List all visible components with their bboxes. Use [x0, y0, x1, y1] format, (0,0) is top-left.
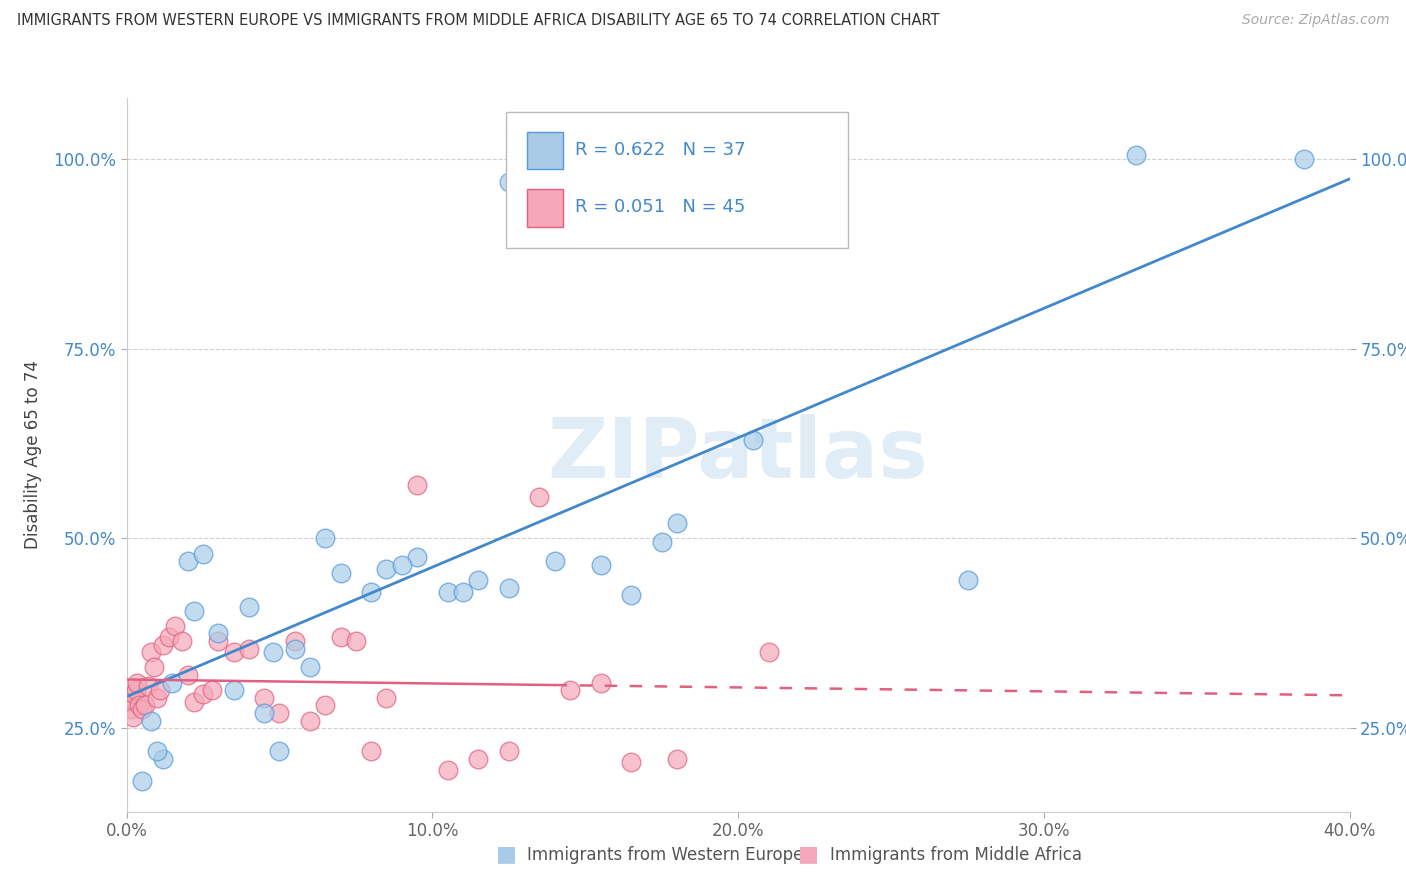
Text: ZIPatlas: ZIPatlas — [548, 415, 928, 495]
Text: IMMIGRANTS FROM WESTERN EUROPE VS IMMIGRANTS FROM MIDDLE AFRICA DISABILITY AGE 6: IMMIGRANTS FROM WESTERN EUROPE VS IMMIGR… — [17, 13, 939, 29]
Point — [666, 751, 689, 765]
Point — [125, 683, 148, 698]
Y-axis label: Disability Age 65 to 74: Disability Age 65 to 74 — [24, 360, 42, 549]
Text: ■: ■ — [496, 845, 516, 864]
Bar — [526, 132, 564, 169]
Point — [134, 698, 156, 713]
Point — [157, 630, 180, 644]
Text: Source: ZipAtlas.com: Source: ZipAtlas.com — [1241, 13, 1389, 28]
Point — [284, 634, 307, 648]
Point — [152, 751, 174, 765]
FancyBboxPatch shape — [506, 112, 848, 248]
Point — [299, 660, 322, 674]
Point — [136, 680, 159, 694]
Point — [207, 634, 229, 648]
Point — [177, 554, 200, 568]
Point — [120, 702, 142, 716]
Point — [329, 566, 352, 580]
Point — [183, 695, 205, 709]
Point — [620, 756, 643, 770]
Text: R = 0.622   N = 37: R = 0.622 N = 37 — [575, 141, 747, 159]
Point — [262, 645, 284, 659]
Point — [1292, 152, 1315, 166]
Point — [498, 744, 520, 758]
Point — [201, 683, 224, 698]
Point — [143, 660, 166, 674]
Point — [666, 516, 689, 531]
Point — [344, 634, 367, 648]
Point — [122, 687, 145, 701]
Point — [191, 547, 214, 561]
Bar — [526, 189, 564, 227]
Point — [131, 702, 153, 716]
Point — [314, 698, 336, 713]
Point — [146, 744, 169, 758]
Point — [170, 634, 193, 648]
Point — [651, 535, 673, 549]
Point — [558, 683, 581, 698]
Point — [139, 714, 162, 728]
Point — [253, 706, 276, 720]
Point — [498, 175, 520, 189]
Point — [177, 668, 200, 682]
Point — [118, 690, 141, 705]
Point — [451, 584, 474, 599]
Text: Immigrants from Western Europe: Immigrants from Western Europe — [527, 846, 804, 863]
Point — [149, 683, 172, 698]
Point — [758, 645, 780, 659]
Point — [165, 618, 187, 632]
Point — [238, 599, 260, 614]
Point — [544, 554, 567, 568]
Point — [329, 630, 352, 644]
Point — [498, 581, 520, 595]
Point — [360, 744, 382, 758]
Point — [314, 532, 336, 546]
Point — [589, 675, 612, 690]
Point — [467, 573, 489, 587]
Point — [222, 645, 245, 659]
Point — [375, 690, 398, 705]
Point — [529, 490, 551, 504]
Point — [152, 638, 174, 652]
Point — [360, 584, 382, 599]
Point — [436, 763, 458, 777]
Point — [467, 751, 489, 765]
Point — [406, 550, 429, 565]
Point — [128, 698, 150, 713]
Point — [436, 584, 458, 599]
Point — [742, 433, 765, 447]
Point — [146, 690, 169, 705]
Point — [589, 558, 612, 572]
Point — [269, 706, 291, 720]
Point — [139, 645, 162, 659]
Point — [1125, 148, 1147, 162]
Point — [131, 774, 153, 789]
Point — [506, 170, 529, 185]
Point — [127, 675, 149, 690]
Point — [391, 558, 413, 572]
Text: ■: ■ — [799, 845, 818, 864]
Point — [207, 626, 229, 640]
Point — [284, 641, 307, 656]
Text: R = 0.051   N = 45: R = 0.051 N = 45 — [575, 198, 745, 216]
Point — [117, 695, 139, 709]
Point — [620, 588, 643, 602]
Point — [299, 714, 322, 728]
Point — [121, 710, 143, 724]
Point — [253, 690, 276, 705]
Point — [956, 573, 979, 587]
Text: Immigrants from Middle Africa: Immigrants from Middle Africa — [830, 846, 1081, 863]
Point — [222, 683, 245, 698]
Point — [183, 603, 205, 617]
Point — [191, 687, 214, 701]
Point — [269, 744, 291, 758]
Point — [238, 641, 260, 656]
Point — [162, 675, 184, 690]
Point — [406, 478, 429, 492]
Point — [375, 562, 398, 576]
